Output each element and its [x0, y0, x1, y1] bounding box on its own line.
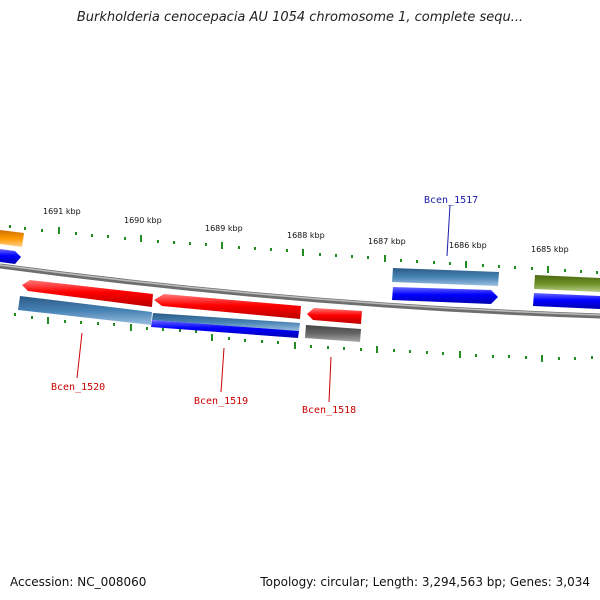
tick-label: 1690 kbp [124, 216, 162, 225]
genome-backbone-highlight [0, 264, 600, 316]
map-title: Burkholderia cenocepacia AU 1054 chromos… [76, 10, 524, 25]
gene-bcen-1519[interactable] [154, 294, 301, 319]
gene-bcen-1520[interactable] [22, 280, 153, 307]
tick-label: 1689 kbp [205, 224, 243, 233]
gene-label-text: Bcen_1519 [194, 396, 248, 407]
gene-bcen-1518[interactable] [307, 308, 362, 324]
gene-bcen-1517[interactable] [392, 287, 498, 304]
inner-tick-ring [14, 313, 593, 362]
hit-steel-1520[interactable] [18, 296, 152, 325]
tick-label: 1688 kbp [287, 231, 325, 240]
outer-tick-ring [9, 225, 598, 274]
gene-label-1520[interactable]: Bcen_1520 [51, 332, 105, 393]
hit-blue-1519[interactable] [151, 320, 299, 338]
gene-label-text: Bcen_1518 [302, 405, 356, 416]
hit-olive-right[interactable] [534, 275, 600, 292]
gene-label-1517[interactable]: Bcen_1517 [424, 195, 478, 257]
genome-backbone [0, 263, 600, 319]
feature-forward-cds-right[interactable] [533, 293, 600, 309]
accession-text: Accession: NC_008060 [10, 575, 147, 589]
tick-label: 1685 kbp [531, 245, 569, 254]
hit-steel-1519[interactable] [152, 313, 300, 331]
gene-label-text: Bcen_1520 [51, 382, 105, 393]
tick-label: 1691 kbp [43, 207, 81, 216]
kbp-labels: 1691 kbp 1690 kbp 1689 kbp 1688 kbp 1687… [43, 207, 569, 254]
tick-label: 1687 kbp [368, 237, 406, 246]
gene-label-text: Bcen_1517 [424, 195, 478, 206]
genome-summary-text: Topology: circular; Length: 3,294,563 bp… [260, 575, 590, 589]
tick-label: 1686 kbp [449, 241, 487, 250]
hit-steel-1517[interactable] [392, 268, 499, 286]
gene-label-1519[interactable]: Bcen_1519 [194, 347, 248, 407]
feature-forward-cds-left[interactable] [0, 249, 21, 264]
feature-orange-hit[interactable] [0, 230, 24, 247]
gene-label-1518[interactable]: Bcen_1518 [302, 356, 356, 416]
hit-gray-1518[interactable] [305, 325, 361, 342]
